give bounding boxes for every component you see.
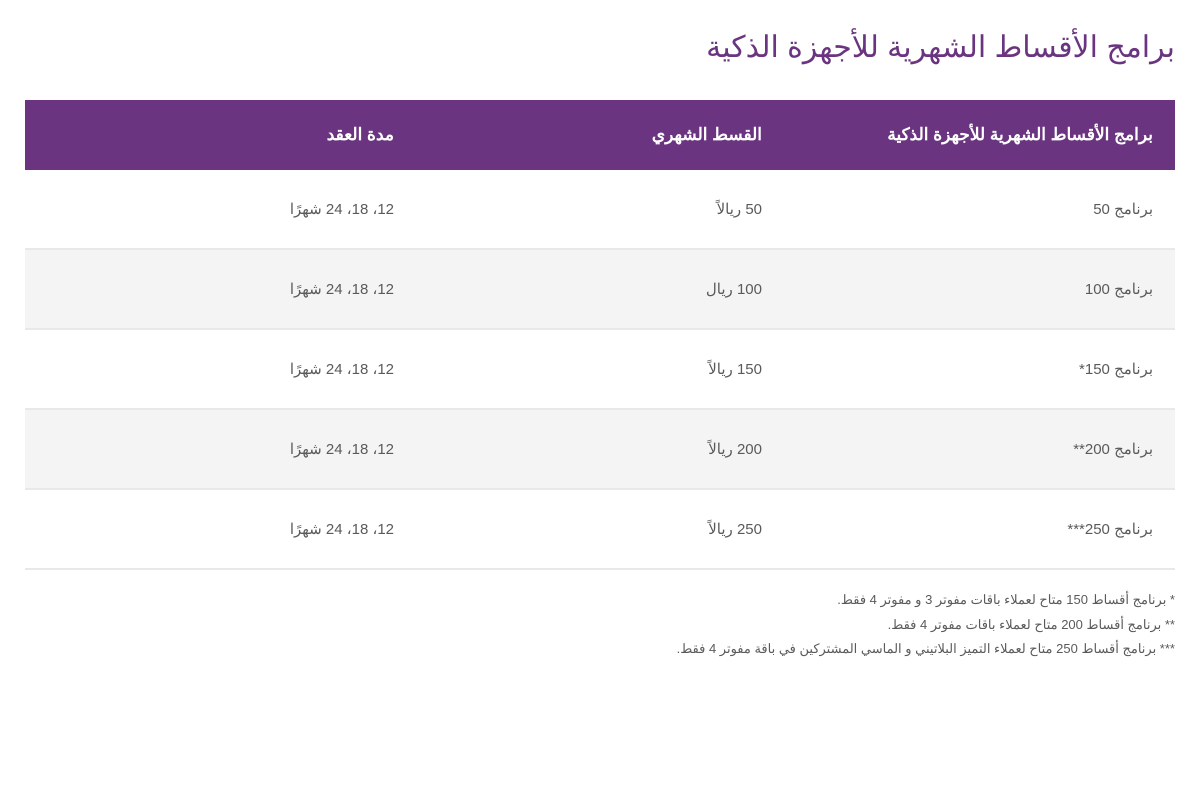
- cell-payment: 250 ريالاً: [416, 489, 784, 569]
- cell-duration: 12، 18، 24 شهرًا: [25, 489, 416, 569]
- table-row: برنامج 50 50 ريالاً 12، 18، 24 شهرًا: [25, 170, 1175, 249]
- cell-program: برنامج 100: [784, 249, 1175, 329]
- footnote-line: ** برنامج أقساط 200 متاح لعملاء باقات مف…: [25, 613, 1175, 638]
- cell-program: برنامج 50: [784, 170, 1175, 249]
- table-row: برنامج 250*** 250 ريالاً 12، 18، 24 شهرً…: [25, 489, 1175, 569]
- cell-duration: 12، 18، 24 شهرًا: [25, 409, 416, 489]
- footnote-line: *** برنامج أقساط 250 متاح لعملاء التميز …: [25, 637, 1175, 662]
- cell-program: برنامج 150*: [784, 329, 1175, 409]
- cell-program: برنامج 250***: [784, 489, 1175, 569]
- page-title: برامج الأقساط الشهرية للأجهزة الذكية: [25, 30, 1175, 65]
- footnote-line: * برنامج أقساط 150 متاح لعملاء باقات مفو…: [25, 588, 1175, 613]
- cell-payment: 50 ريالاً: [416, 170, 784, 249]
- cell-duration: 12، 18، 24 شهرًا: [25, 329, 416, 409]
- table-header-row: برامج الأقساط الشهرية للأجهزة الذكية الق…: [25, 100, 1175, 170]
- cell-program: برنامج 200**: [784, 409, 1175, 489]
- table-row: برنامج 100 100 ريال 12، 18، 24 شهرًا: [25, 249, 1175, 329]
- cell-payment: 150 ريالاً: [416, 329, 784, 409]
- cell-duration: 12، 18، 24 شهرًا: [25, 249, 416, 329]
- col-header-payment: القسط الشهري: [416, 100, 784, 170]
- col-header-duration: مدة العقد: [25, 100, 416, 170]
- footnotes: * برنامج أقساط 150 متاح لعملاء باقات مفو…: [25, 588, 1175, 662]
- installment-table: برامج الأقساط الشهرية للأجهزة الذكية الق…: [25, 100, 1175, 570]
- table-row: برنامج 200** 200 ريالاً 12، 18، 24 شهرًا: [25, 409, 1175, 489]
- col-header-program: برامج الأقساط الشهرية للأجهزة الذكية: [784, 100, 1175, 170]
- table-row: برنامج 150* 150 ريالاً 12، 18، 24 شهرًا: [25, 329, 1175, 409]
- cell-payment: 100 ريال: [416, 249, 784, 329]
- cell-duration: 12، 18، 24 شهرًا: [25, 170, 416, 249]
- cell-payment: 200 ريالاً: [416, 409, 784, 489]
